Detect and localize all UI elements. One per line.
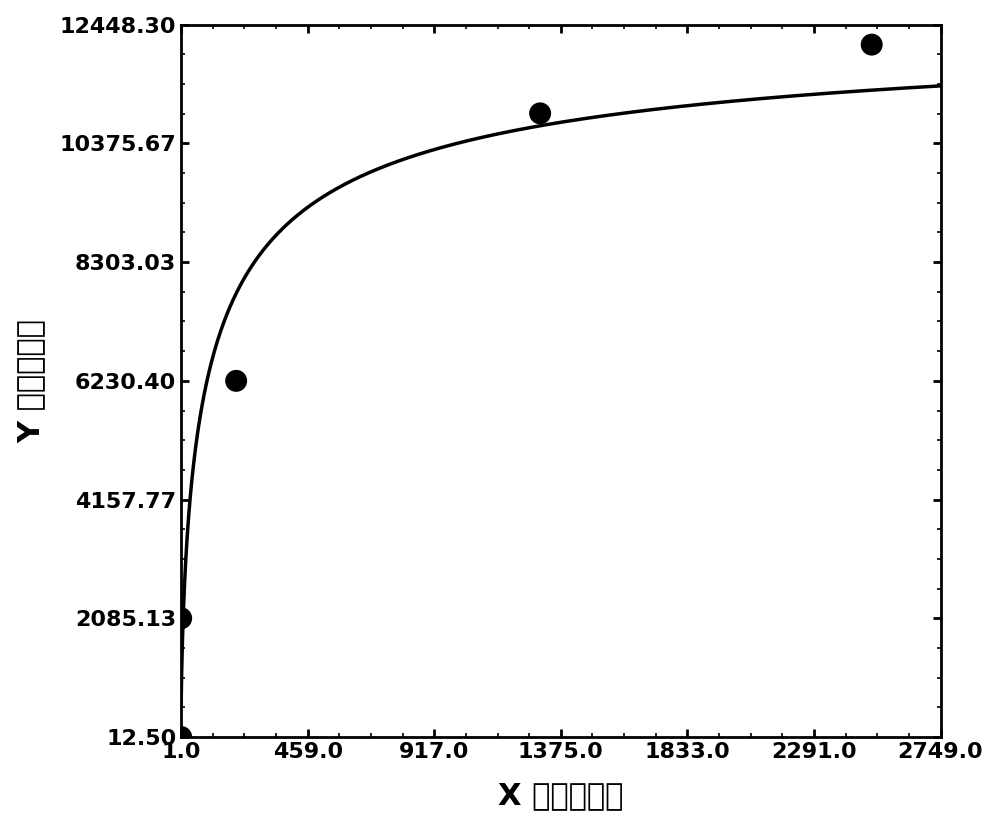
X-axis label: X 轴（单位）: X 轴（单位） (498, 782, 624, 810)
Point (864, 38, 880, 51)
Point (173, 730, 189, 743)
Point (173, 612, 189, 625)
Y-axis label: Y 轴（单位）: Y 轴（单位） (17, 319, 46, 442)
Point (228, 375, 244, 388)
Point (532, 107, 548, 120)
